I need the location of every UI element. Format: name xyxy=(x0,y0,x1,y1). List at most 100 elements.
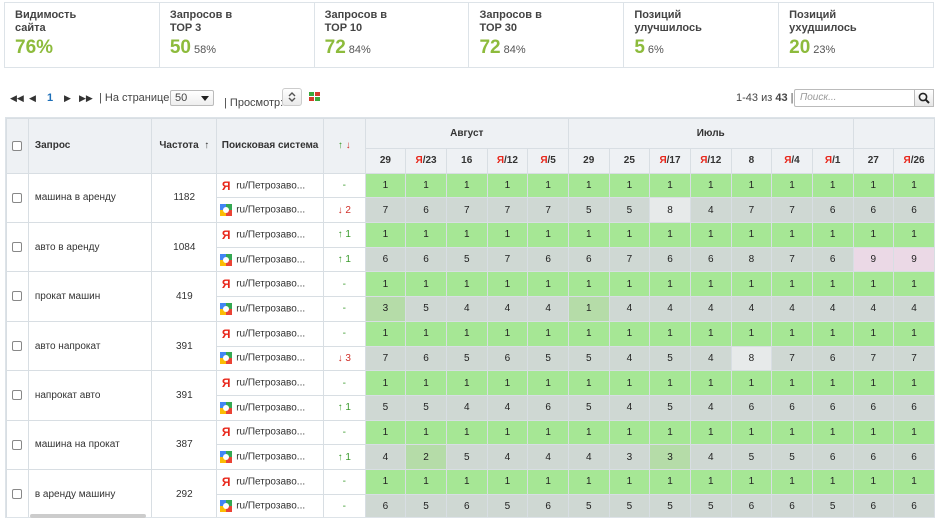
position-cell[interactable]: 4 xyxy=(608,394,651,421)
date-header[interactable]: Я/23 xyxy=(405,148,447,174)
position-cell[interactable]: 1 xyxy=(811,419,854,446)
position-cell[interactable]: 1 xyxy=(689,419,732,446)
position-cell[interactable]: 6 xyxy=(445,493,488,517)
position-cell[interactable]: 7 xyxy=(364,197,407,224)
position-cell[interactable]: 4 xyxy=(527,444,569,470)
date-header[interactable]: Я/12 xyxy=(689,148,732,174)
position-cell[interactable]: 5 xyxy=(445,246,488,273)
position-cell[interactable]: 4 xyxy=(486,296,529,322)
position-cell[interactable]: 1 xyxy=(567,320,610,347)
position-cell[interactable]: 1 xyxy=(445,419,488,446)
date-header[interactable]: 29 xyxy=(364,148,407,174)
query-cell[interactable]: авто напрокат xyxy=(27,320,153,372)
position-cell[interactable]: 1 xyxy=(730,370,773,396)
position-cell[interactable]: 1 xyxy=(730,271,773,298)
position-cell[interactable]: 1 xyxy=(567,222,610,248)
query-cell[interactable]: авто в аренду xyxy=(27,222,153,273)
position-cell[interactable]: 6 xyxy=(649,246,691,273)
position-cell[interactable]: 1 xyxy=(771,419,813,446)
engine-cell[interactable]: ru/Петрозаво... xyxy=(216,345,324,372)
position-cell[interactable]: 1 xyxy=(608,222,651,248)
prev-page-button[interactable]: ◀ xyxy=(29,93,36,103)
date-header[interactable]: Я/17 xyxy=(649,148,691,174)
position-cell[interactable]: 1 xyxy=(689,172,732,199)
position-cell[interactable]: 1 xyxy=(852,222,895,248)
date-header[interactable]: Я/4 xyxy=(771,148,813,174)
position-cell[interactable]: 4 xyxy=(608,296,651,322)
position-cell[interactable]: 1 xyxy=(771,222,813,248)
position-cell[interactable]: 1 xyxy=(893,222,935,248)
position-cell[interactable]: 5 xyxy=(567,394,610,421)
position-cell[interactable]: 1 xyxy=(445,468,488,495)
position-cell[interactable]: 7 xyxy=(771,197,813,224)
position-cell[interactable]: 6 xyxy=(893,444,935,470)
position-cell[interactable]: 6 xyxy=(486,345,529,372)
position-cell[interactable]: 5 xyxy=(771,444,813,470)
position-cell[interactable]: 6 xyxy=(811,197,854,224)
position-cell[interactable]: 1 xyxy=(811,271,854,298)
position-cell[interactable]: 1 xyxy=(567,419,610,446)
position-cell[interactable]: 1 xyxy=(608,271,651,298)
position-cell[interactable]: 1 xyxy=(405,370,447,396)
position-cell[interactable]: 1 xyxy=(852,320,895,347)
position-cell[interactable]: 6 xyxy=(730,394,773,421)
date-header[interactable]: 16 xyxy=(445,148,488,174)
first-page-button[interactable]: ◀◀ xyxy=(10,93,24,103)
engine-cell[interactable]: ru/Петрозаво... xyxy=(216,197,324,224)
position-cell[interactable]: 4 xyxy=(486,394,529,421)
position-cell[interactable]: 1 xyxy=(364,222,407,248)
query-cell[interactable]: напрокат авто xyxy=(27,370,153,421)
position-cell[interactable]: 4 xyxy=(527,296,569,322)
position-cell[interactable]: 5 xyxy=(486,493,529,517)
engine-cell[interactable]: ru/Петрозаво... xyxy=(216,493,324,517)
date-header[interactable]: 27 xyxy=(852,148,895,174)
position-cell[interactable]: 3 xyxy=(608,444,651,470)
position-cell[interactable]: 1 xyxy=(689,468,732,495)
position-cell[interactable]: 1 xyxy=(567,296,610,322)
position-cell[interactable]: 1 xyxy=(811,370,854,396)
position-cell[interactable]: 1 xyxy=(527,370,569,396)
position-cell[interactable]: 5 xyxy=(649,345,691,372)
position-cell[interactable]: 2 xyxy=(405,444,447,470)
per-page-select[interactable]: 50 xyxy=(170,90,214,106)
position-cell[interactable]: 6 xyxy=(811,246,854,273)
position-cell[interactable]: 1 xyxy=(364,172,407,199)
position-cell[interactable]: 1 xyxy=(486,468,529,495)
position-cell[interactable]: 1 xyxy=(405,271,447,298)
position-cell[interactable]: 4 xyxy=(486,444,529,470)
position-cell[interactable]: 1 xyxy=(730,468,773,495)
position-cell[interactable]: 3 xyxy=(649,444,691,470)
position-cell[interactable]: 4 xyxy=(689,394,732,421)
position-cell[interactable]: 1 xyxy=(486,419,529,446)
position-cell[interactable]: 1 xyxy=(852,271,895,298)
position-cell[interactable]: 1 xyxy=(608,419,651,446)
position-cell[interactable]: 6 xyxy=(405,197,447,224)
position-cell[interactable]: 1 xyxy=(811,172,854,199)
position-cell[interactable]: 6 xyxy=(811,444,854,470)
position-cell[interactable]: 7 xyxy=(771,246,813,273)
position-cell[interactable]: 5 xyxy=(405,394,447,421)
select-all-checkbox[interactable] xyxy=(12,140,23,151)
position-cell[interactable]: 1 xyxy=(811,222,854,248)
view-list-button[interactable] xyxy=(282,88,302,106)
position-cell[interactable]: 1 xyxy=(445,271,488,298)
position-cell[interactable]: 1 xyxy=(811,320,854,347)
position-cell[interactable]: 1 xyxy=(405,468,447,495)
position-cell[interactable]: 1 xyxy=(405,172,447,199)
position-cell[interactable]: 4 xyxy=(893,296,935,322)
date-header[interactable]: Я/5 xyxy=(527,148,569,174)
position-cell[interactable]: 1 xyxy=(771,468,813,495)
position-cell[interactable]: 5 xyxy=(649,394,691,421)
position-cell[interactable]: 4 xyxy=(852,296,895,322)
row-checkbox[interactable] xyxy=(12,291,23,302)
position-cell[interactable]: 5 xyxy=(689,493,732,517)
position-cell[interactable]: 1 xyxy=(852,172,895,199)
position-cell[interactable]: 1 xyxy=(689,370,732,396)
position-cell[interactable]: 1 xyxy=(649,271,691,298)
row-checkbox[interactable] xyxy=(12,439,23,450)
last-page-button[interactable]: ▶▶ xyxy=(79,93,93,103)
row-checkbox[interactable] xyxy=(12,242,23,253)
position-cell[interactable]: 1 xyxy=(567,271,610,298)
